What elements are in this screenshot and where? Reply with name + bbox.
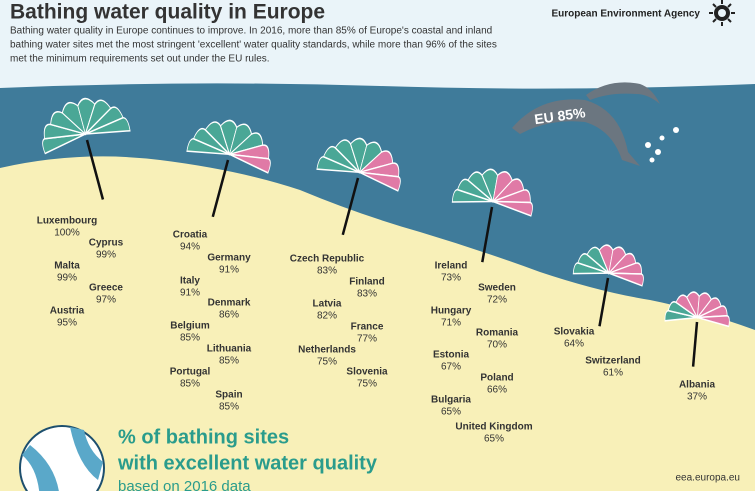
country-name: United Kingdom — [455, 422, 532, 433]
country-value: 71% — [441, 318, 461, 329]
country-name: Croatia — [173, 230, 208, 241]
umbrella — [186, 119, 271, 218]
country-name: Luxembourg — [37, 216, 98, 227]
umbrella — [42, 97, 131, 200]
country-name: Austria — [50, 306, 85, 317]
country-name: Italy — [180, 276, 200, 287]
umbrella — [316, 137, 401, 236]
country-name: France — [351, 322, 384, 333]
umbrella — [664, 291, 730, 367]
country-labels: Luxembourg100%Cyprus99%Malta99%Greece97%… — [37, 216, 716, 445]
country-name: Albania — [679, 380, 716, 391]
eu-label: EU 85% — [533, 104, 587, 127]
country-name: Germany — [207, 253, 251, 264]
country-value: 86% — [219, 310, 239, 321]
country-name: Greece — [89, 283, 123, 294]
country-name: Sweden — [478, 283, 516, 294]
beach-ball — [19, 425, 105, 491]
umbrella-panel — [85, 116, 131, 135]
country-name: Hungary — [431, 306, 472, 317]
country-name: Cyprus — [89, 238, 124, 249]
country-name: Ireland — [435, 261, 468, 272]
country-name: Denmark — [208, 298, 251, 309]
country-value: 91% — [180, 288, 200, 299]
umbrella-pole — [85, 139, 105, 200]
country-value: 72% — [487, 295, 507, 306]
intro-line: met the minimum requirements set out und… — [10, 54, 270, 65]
country-name: Romania — [476, 328, 519, 339]
country-value: 61% — [603, 368, 623, 379]
country-name: Lithuania — [207, 344, 252, 355]
title: Bathing water quality in Europe — [10, 1, 325, 24]
country-value: 82% — [317, 311, 337, 322]
umbrella-pole — [691, 321, 699, 367]
country-value: 95% — [57, 318, 77, 329]
dolphins: EU 85% — [512, 82, 679, 166]
country-name: Malta — [54, 261, 80, 272]
umbrella-panel — [697, 314, 730, 328]
country-value: 75% — [317, 357, 337, 368]
umbrella-pole — [481, 206, 494, 263]
intro-line: Bathing water quality in Europe continue… — [10, 26, 492, 37]
agency: European Environment Agency — [551, 9, 700, 20]
country-value: 85% — [180, 379, 200, 390]
umbrella — [572, 244, 644, 327]
footer-subheading: based on 2016 data — [118, 478, 251, 491]
country-value: 85% — [180, 333, 200, 344]
country-value: 94% — [180, 242, 200, 253]
footer-heading: with excellent water quality — [117, 452, 378, 474]
umbrella-panel — [359, 171, 401, 192]
country-value: 70% — [487, 340, 507, 351]
country-value: 85% — [219, 402, 239, 413]
country-name: Slovakia — [554, 327, 595, 338]
country-value: 65% — [484, 434, 504, 445]
umbrella-panel — [229, 153, 271, 174]
footer-url: eea.europa.eu — [675, 473, 740, 484]
country-name: Belgium — [170, 321, 210, 332]
country-value: 99% — [57, 273, 77, 284]
footer-heading: % of bathing sites — [118, 426, 289, 448]
country-name: Latvia — [313, 299, 342, 310]
umbrella-panel — [492, 200, 533, 217]
umbrella-pole — [598, 277, 610, 327]
agency-logo — [709, 0, 735, 26]
sand — [0, 156, 755, 491]
country-name: Slovenia — [346, 367, 388, 378]
country-name: Portugal — [170, 367, 211, 378]
umbrella-panel — [608, 272, 644, 287]
country-value: 99% — [96, 250, 116, 261]
country-value: 64% — [564, 339, 584, 350]
country-name: Poland — [480, 373, 513, 384]
country-name: Spain — [215, 390, 242, 401]
country-value: 37% — [687, 392, 707, 403]
country-name: Switzerland — [585, 356, 641, 367]
country-name: Finland — [349, 277, 385, 288]
country-value: 91% — [219, 265, 239, 276]
country-name: Czech Republic — [290, 254, 365, 265]
country-name: Estonia — [433, 350, 470, 361]
country-value: 77% — [357, 334, 377, 345]
country-value: 83% — [317, 266, 337, 277]
country-value: 75% — [357, 379, 377, 390]
country-value: 97% — [96, 295, 116, 306]
umbrella-pole — [211, 159, 230, 218]
country-value: 83% — [357, 289, 377, 300]
intro-line: bathing water sites met the most stringe… — [10, 40, 497, 51]
umbrella-pole — [341, 177, 360, 236]
country-value: 65% — [441, 407, 461, 418]
country-name: Netherlands — [298, 345, 356, 356]
country-value: 73% — [441, 273, 461, 284]
umbrella — [451, 168, 533, 263]
country-value: 100% — [54, 228, 80, 239]
country-name: Bulgaria — [431, 395, 471, 406]
country-value: 67% — [441, 362, 461, 373]
umbrellas — [42, 97, 730, 367]
country-value: 85% — [219, 356, 239, 367]
country-value: 66% — [487, 385, 507, 396]
